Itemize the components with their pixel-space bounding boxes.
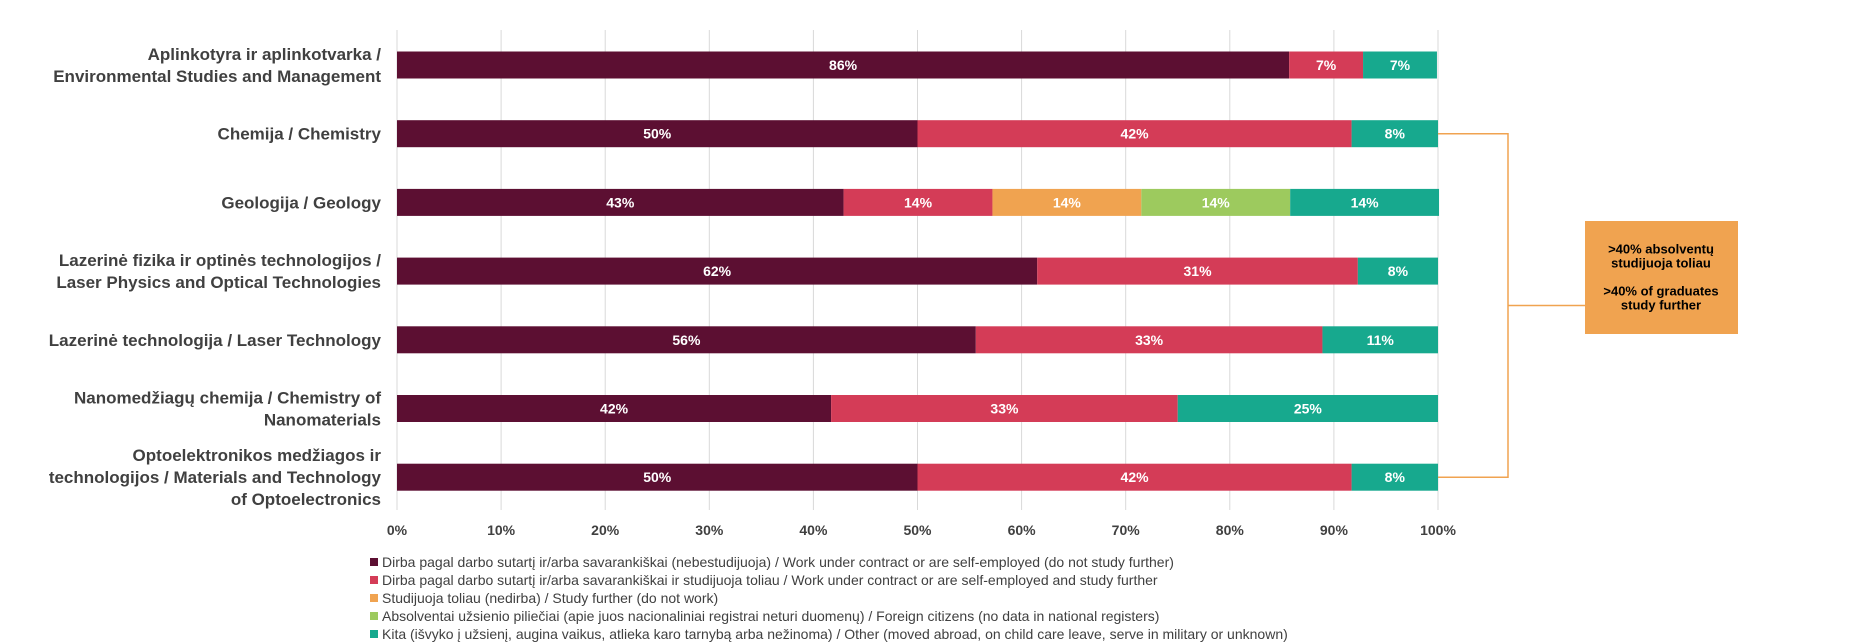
legend-label: Dirba pagal darbo sutartį ir/arba savara… (382, 572, 1158, 588)
data-label: 42% (1121, 126, 1150, 142)
data-label: 33% (990, 401, 1019, 417)
data-label: 8% (1385, 469, 1406, 485)
legend-swatch (370, 594, 378, 602)
bars: 86% 7% 7% 50% 42% 8% 43% 14% 14% 14% 14% 62% 31% 8% 56… (397, 51, 1440, 491)
bar-segment (397, 257, 1038, 285)
callout-text: studijuoja toliau (1611, 256, 1711, 271)
data-label: 62% (703, 263, 732, 279)
bar-segment (397, 326, 976, 354)
data-label: 11% (1367, 332, 1395, 348)
data-label: 86% (829, 57, 858, 73)
bar-segment (397, 463, 918, 491)
category-labels: Aplinkotyra ir aplinkotvarka / Environmen… (49, 45, 382, 509)
category-label: Nanomaterials (264, 411, 381, 430)
category-label: Chemija / Chemistry (218, 125, 382, 144)
data-label: 14% (904, 194, 933, 210)
x-tick-label: 30% (695, 522, 724, 538)
bar-segment (1351, 463, 1438, 491)
x-tick-label: 40% (799, 522, 828, 538)
legend-swatch (370, 576, 378, 584)
x-tick-label: 50% (903, 522, 932, 538)
callout-box (1585, 221, 1738, 334)
data-label: 25% (1294, 401, 1323, 417)
bar-segment (917, 463, 1352, 491)
data-label: 31% (1184, 263, 1213, 279)
callout-bracket (1438, 132, 1509, 478)
category-label: Aplinkotyra ir aplinkotvarka / (148, 45, 382, 64)
category-label: technologijos / Materials and Technology (49, 468, 382, 487)
data-label: 7% (1316, 57, 1337, 73)
x-tick-label: 0% (387, 522, 408, 538)
category-label: Environmental Studies and Management (53, 67, 381, 86)
x-tick-label: 20% (591, 522, 620, 538)
data-label: 33% (1135, 332, 1164, 348)
x-axis-ticks: 0% 10% 20% 30% 40% 50% 60% 70% 80% 90% 100% (387, 522, 1457, 538)
legend-label: Studijuoja toliau (nedirba) / Study furt… (382, 590, 718, 606)
bar-segment (397, 120, 918, 148)
callout-text: >40% absolventų (1608, 242, 1714, 257)
callout-text: >40% of graduates (1603, 284, 1718, 299)
data-label: 14% (1351, 194, 1380, 210)
x-tick-label: 90% (1320, 522, 1349, 538)
category-label: Laser Physics and Optical Technologies (56, 273, 381, 292)
bar-segment (843, 188, 993, 216)
x-tick-label: 10% (487, 522, 516, 538)
legend-swatch (370, 612, 378, 620)
bar-segment (1357, 257, 1438, 285)
bar-segment (1322, 326, 1438, 354)
data-label: 42% (600, 401, 629, 417)
callout-text: study further (1621, 298, 1701, 313)
data-label: 8% (1388, 263, 1409, 279)
bar-segment (1037, 257, 1358, 285)
category-label: of Optoelectronics (231, 490, 381, 509)
category-label: Nanomedžiagų chemija / Chemistry of (74, 389, 381, 408)
category-label: Lazerinė technologija / Laser Technology (49, 331, 382, 350)
bar-segment (1363, 51, 1437, 79)
category-label: Optoelektronikos medžiagos ir (133, 446, 382, 465)
bar-segment (1141, 188, 1291, 216)
bar-segment (1290, 188, 1440, 216)
bar-segment (975, 326, 1323, 354)
x-tick-label: 70% (1112, 522, 1141, 538)
data-label: 43% (606, 194, 635, 210)
bar-segment (917, 120, 1352, 148)
legend-label: Kita (išvyko į užsienį, augina vaikus, a… (382, 626, 1288, 642)
legend-swatch (370, 630, 378, 638)
bar-segment (1289, 51, 1364, 79)
data-label: 56% (672, 332, 701, 348)
data-label: 14% (1053, 194, 1082, 210)
bar-segment (831, 395, 1178, 422)
legend-label: Absolventai užsienio piliečiai (apie juo… (382, 608, 1159, 624)
data-label: 42% (1121, 469, 1150, 485)
bar-segment (397, 51, 1290, 79)
data-label: 50% (643, 469, 672, 485)
legend-label: Dirba pagal darbo sutartį ir/arba savara… (382, 554, 1174, 570)
bar-segment (1351, 120, 1438, 148)
bar-segment (992, 188, 1142, 216)
bar-segment (397, 395, 832, 422)
data-label: 8% (1385, 126, 1406, 142)
bar-segment (1177, 395, 1438, 422)
data-label: 50% (643, 126, 672, 142)
bar-segment (397, 188, 844, 216)
x-tick-label: 100% (1420, 522, 1456, 538)
category-label: Lazerinė fizika ir optinės technologijos… (59, 251, 381, 270)
data-label: 7% (1390, 57, 1411, 73)
legend-swatch (370, 558, 378, 566)
x-tick-label: 80% (1216, 522, 1245, 538)
x-tick-label: 60% (1008, 522, 1037, 538)
category-label: Geologija / Geology (221, 193, 381, 212)
legend: Dirba pagal darbo sutartį ir/arba savara… (370, 554, 1288, 642)
data-label: 14% (1202, 194, 1231, 210)
